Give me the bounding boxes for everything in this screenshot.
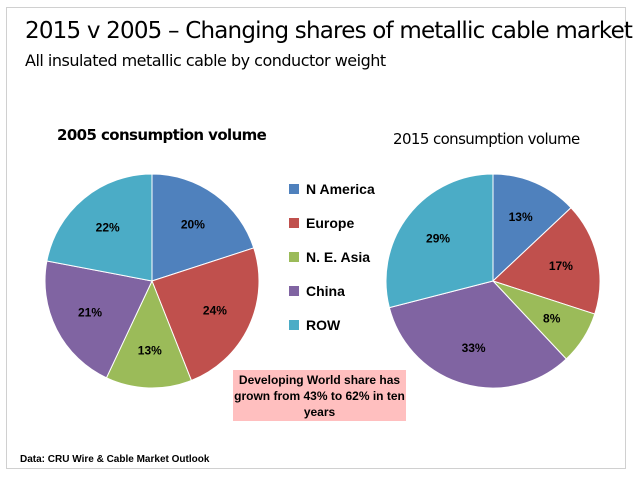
legend-item: ROW: [289, 308, 375, 342]
pie-slice-n-america: [492, 173, 572, 283]
pie-slice-n-america: [151, 173, 255, 282]
pie-slice-europe: [492, 207, 601, 315]
data-label: 13%: [509, 210, 533, 224]
pie-slice-row: [385, 173, 494, 309]
legend-item: N. E. Asia: [289, 240, 375, 274]
chart-frame: [6, 7, 626, 469]
pie-2005-title: 2005 consumption volume: [57, 126, 267, 144]
pie-slice-china: [44, 260, 153, 379]
chart-title: 2015 v 2005 – Changing shares of metalli…: [25, 18, 633, 44]
pie-slice-china: [388, 280, 567, 389]
chart-subtitle: All insulated metallic cable by conducto…: [25, 51, 386, 70]
legend-item: N America: [289, 172, 375, 206]
data-label: 24%: [203, 304, 227, 318]
legend-label: N America: [306, 181, 375, 197]
data-label: 20%: [181, 218, 205, 232]
data-label: 17%: [549, 259, 573, 273]
legend-item: China: [289, 274, 375, 308]
annotation-box: Developing World share has grown from 43…: [233, 370, 406, 421]
legend-label: ROW: [306, 317, 341, 333]
legend: N America Europe N. E. Asia China ROW: [289, 172, 375, 342]
pie-slice-row: [46, 173, 153, 282]
data-label: 21%: [78, 306, 102, 320]
legend-item: Europe: [289, 206, 375, 240]
legend-label: China: [306, 283, 345, 299]
data-label: 8%: [543, 311, 561, 325]
legend-label: N. E. Asia: [306, 249, 371, 265]
pie-2015-title: 2015 consumption volume: [393, 130, 580, 148]
pie-slice-n-e-asia: [105, 279, 193, 389]
data-label: 22%: [96, 220, 120, 234]
data-label: 33%: [462, 341, 486, 355]
legend-swatch: [289, 184, 299, 194]
legend-swatch: [289, 286, 299, 296]
legend-swatch: [289, 252, 299, 262]
source-note: Data: CRU Wire & Cable Market Outlook: [20, 454, 210, 465]
legend-swatch: [289, 218, 299, 228]
data-label: 13%: [138, 344, 162, 358]
legend-swatch: [289, 320, 299, 330]
legend-label: Europe: [306, 215, 355, 231]
data-label: 29%: [426, 231, 450, 245]
